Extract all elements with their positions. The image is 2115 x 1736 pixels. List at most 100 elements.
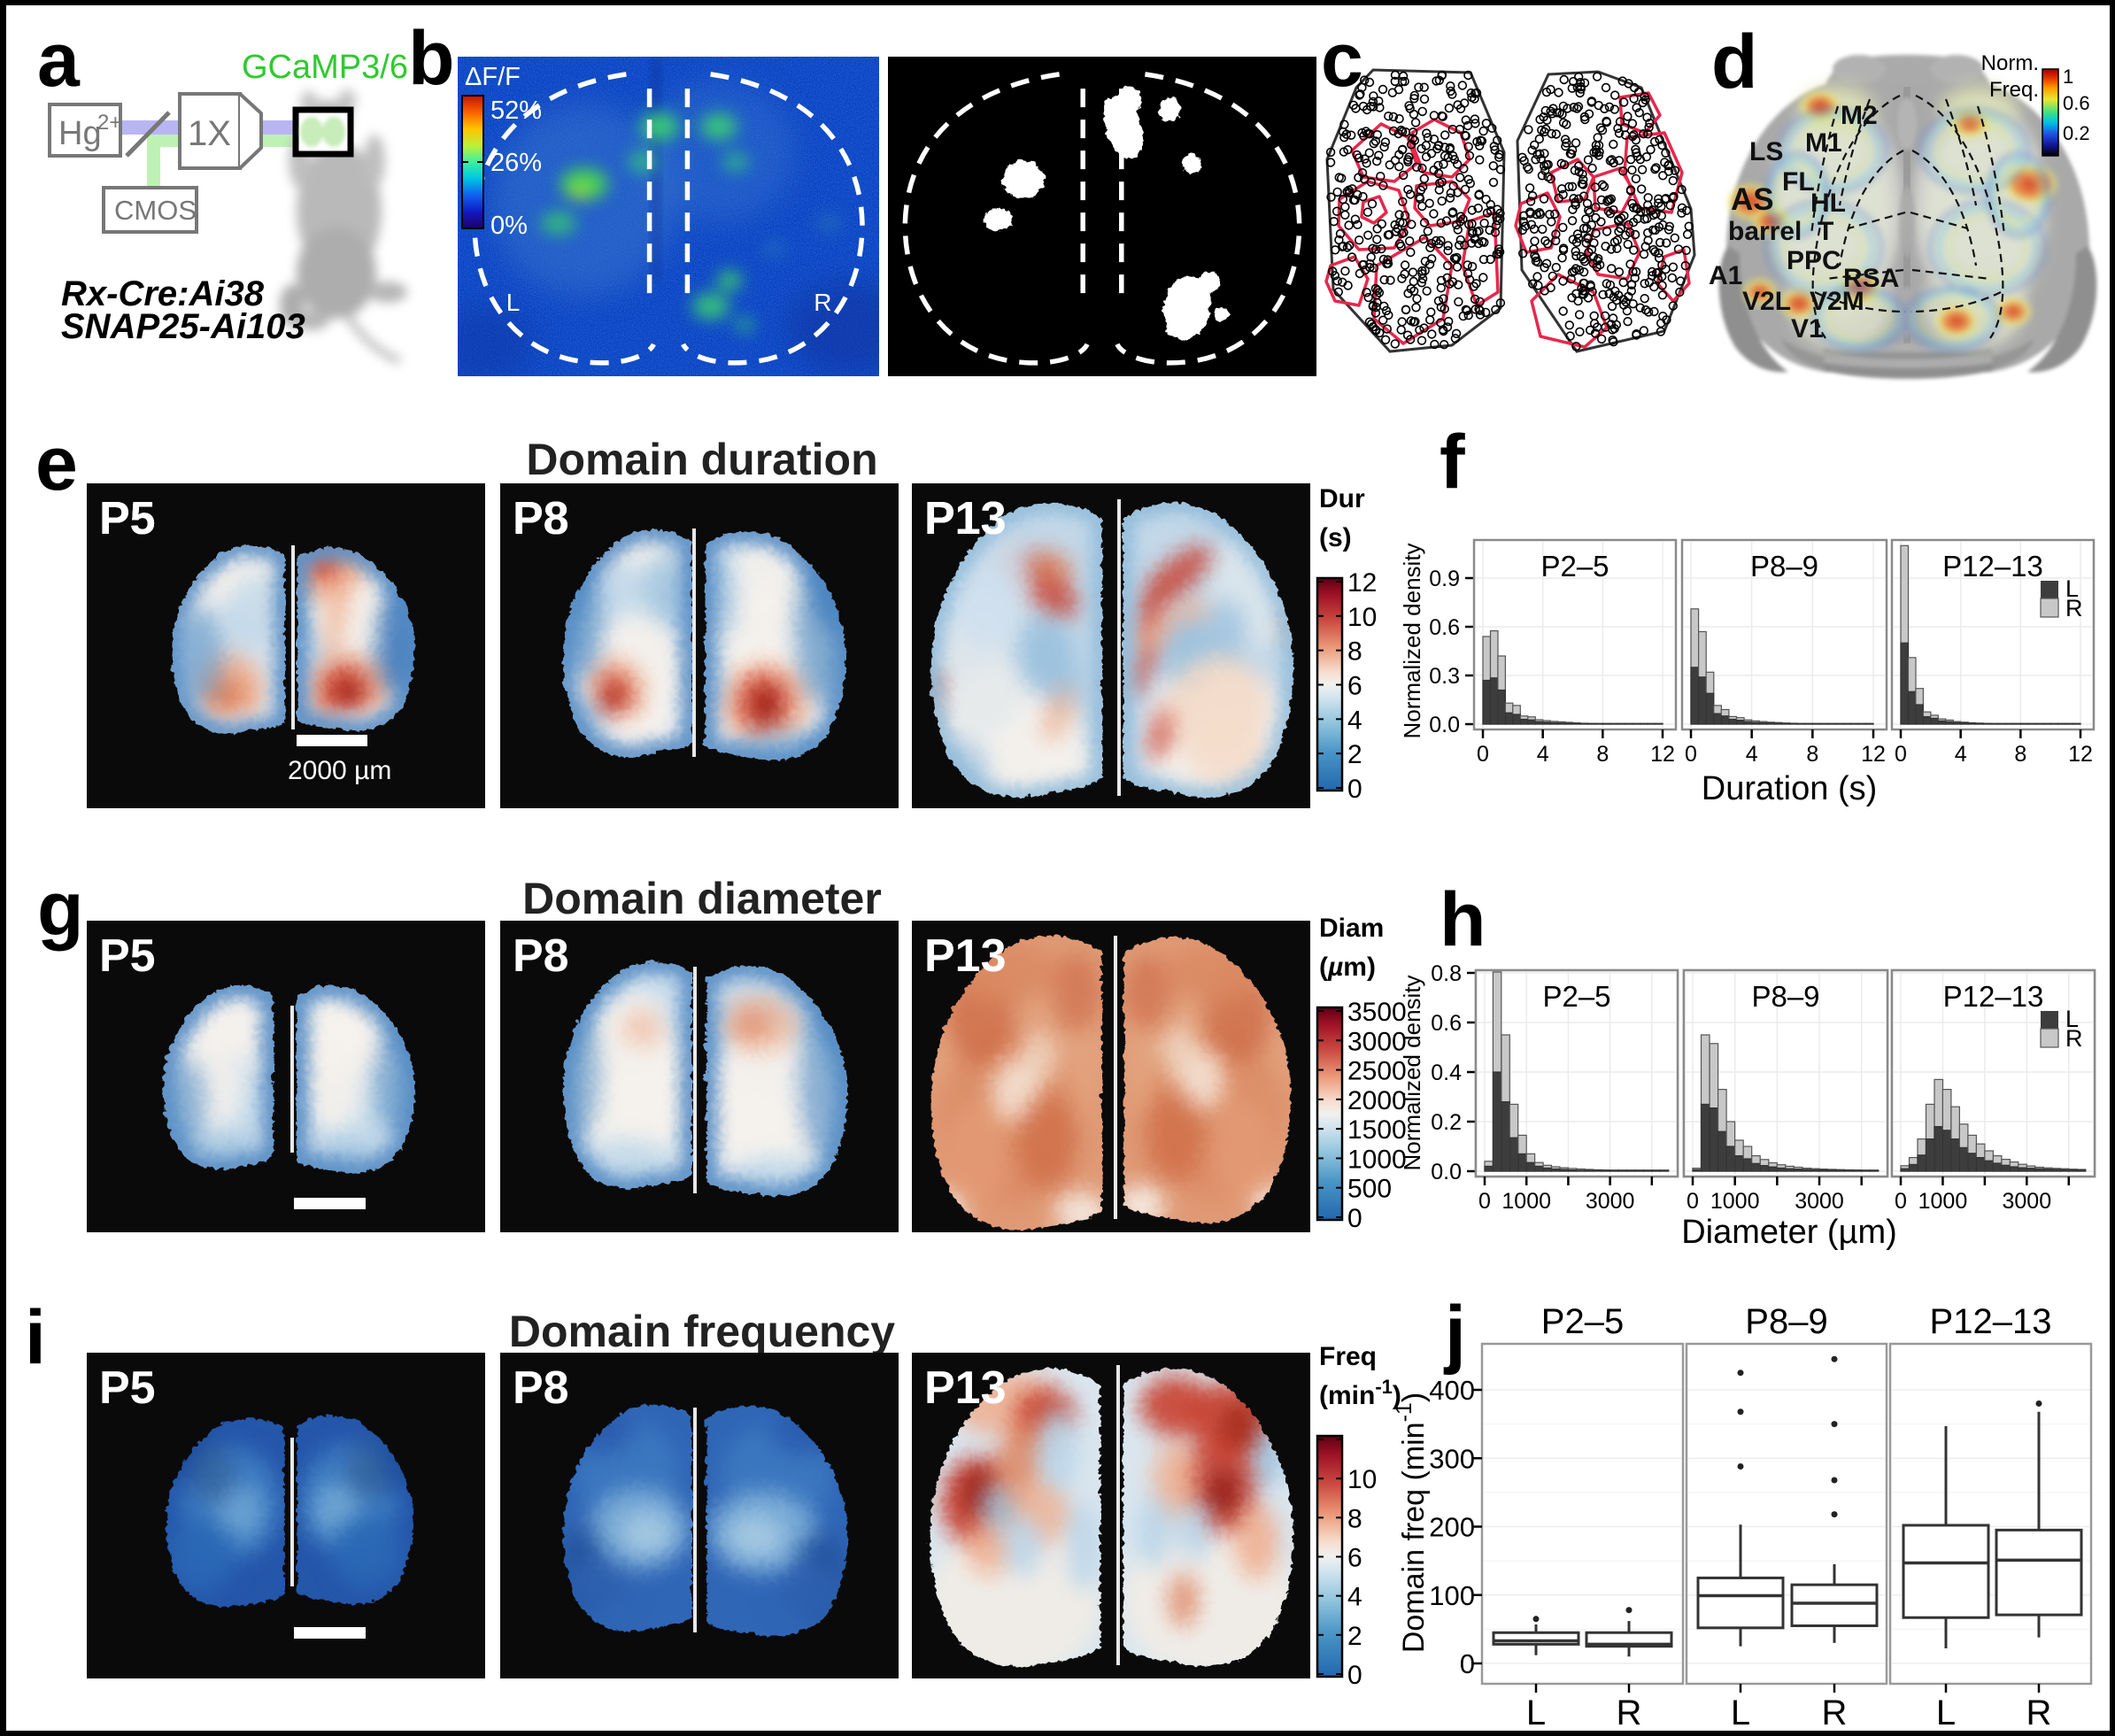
svg-text:R: R [2065,595,2083,621]
svg-text:6: 6 [1347,1544,1362,1573]
svg-text:0: 0 [1347,1661,1362,1690]
svg-text:Freq.: Freq. [1989,78,2039,102]
svg-text:0: 0 [1895,742,1907,767]
svg-text:P12–13: P12–13 [1930,1302,2052,1341]
svg-text:0: 0 [1460,1648,1475,1679]
svg-text:P5: P5 [99,493,156,544]
svg-text:P8: P8 [513,1362,569,1414]
svg-text:AS: AS [1731,182,1774,217]
svg-text:0: 0 [1478,1189,1491,1214]
svg-text:0.9: 0.9 [1429,567,1460,591]
svg-text:ΔF/F: ΔF/F [465,63,521,91]
svg-text:barrel: barrel [1728,217,1802,246]
svg-text:100: 100 [1429,1580,1475,1611]
svg-text:L: L [1526,1694,1546,1732]
svg-text:FL: FL [1782,167,1815,197]
svg-text:10: 10 [1347,1465,1377,1494]
svg-text:L: L [1936,1694,1956,1732]
svg-text:T: T [1818,217,1833,246]
svg-text:Domain frequency: Domain frequency [509,1307,895,1356]
svg-text:0.6: 0.6 [1429,615,1460,640]
svg-text:1X: 1X [188,114,231,153]
svg-text:Domain diameter: Domain diameter [522,874,882,923]
svg-text:M1: M1 [1805,128,1842,158]
svg-text:P8–9: P8–9 [1745,1302,1827,1341]
svg-text:P5: P5 [99,1362,156,1414]
svg-text:6: 6 [1347,672,1362,701]
svg-text:d: d [1711,19,1758,104]
svg-text:Rx-Cre:Ai38: Rx-Cre:Ai38 [61,274,265,313]
svg-text:L: L [506,289,521,316]
svg-text:1000: 1000 [1347,1145,1407,1174]
svg-text:2000: 2000 [1347,1086,1407,1115]
svg-text:V2M: V2M [1810,287,1864,316]
svg-text:0.2: 0.2 [2063,122,2090,144]
svg-text:Duration (s): Duration (s) [1702,770,1878,807]
svg-text:P2–5: P2–5 [1542,980,1610,1013]
svg-text:500: 500 [1347,1175,1392,1204]
svg-text:1: 1 [2063,66,2073,88]
svg-text:300: 300 [1429,1443,1475,1474]
svg-text:PPC: PPC [1787,246,1841,275]
svg-text:Normalized density: Normalized density [1399,543,1425,738]
svg-text:P13: P13 [924,493,1007,544]
svg-text:12: 12 [1650,742,1675,767]
svg-text:Freq: Freq [1319,1342,1377,1371]
svg-text:3000: 3000 [2003,1189,2052,1214]
svg-text:P13: P13 [924,493,1007,544]
svg-text:0.0: 0.0 [1429,713,1460,737]
svg-text:0: 0 [1685,742,1697,767]
svg-text:P2–5: P2–5 [1541,1302,1624,1341]
svg-text:0.0: 0.0 [1431,1160,1462,1184]
svg-text:R: R [814,289,831,316]
svg-text:26%: 26% [490,149,542,177]
svg-text:2: 2 [1347,740,1362,769]
svg-text:1000: 1000 [1501,1189,1551,1214]
svg-text:P2–5: P2–5 [1540,550,1609,583]
svg-text:0: 0 [1477,742,1489,767]
svg-text:(µm): (µm) [1319,953,1376,982]
svg-text:0: 0 [1895,1189,1907,1214]
svg-text:0.3: 0.3 [1429,664,1460,689]
svg-text:(s): (s) [1319,523,1352,552]
svg-text:8: 8 [1596,742,1609,767]
svg-text:2: 2 [1347,1622,1362,1651]
svg-text:0.8: 0.8 [1431,961,1462,986]
svg-text:12: 12 [2068,742,2093,767]
svg-text:(min-1): (min-1) [1319,1376,1401,1411]
svg-text:8: 8 [1347,637,1362,667]
svg-text:P5: P5 [99,493,156,544]
svg-text:P13: P13 [924,930,1007,982]
svg-text:200: 200 [1429,1512,1475,1543]
svg-text:0.6: 0.6 [2063,92,2090,114]
svg-text:0: 0 [1687,1189,1699,1214]
svg-text:0%: 0% [490,212,528,240]
svg-text:P12–13: P12–13 [1943,980,2044,1013]
svg-text:1000: 1000 [1918,1189,1968,1214]
svg-text:3500: 3500 [1347,998,1407,1027]
svg-text:4: 4 [1347,706,1362,735]
svg-text:Hg: Hg [58,115,102,152]
svg-text:12: 12 [1347,568,1377,598]
svg-text:400: 400 [1429,1375,1475,1406]
svg-text:GCaMP3/6: GCaMP3/6 [242,49,408,86]
svg-text:A1: A1 [1709,261,1742,290]
svg-text:L: L [2065,1006,2079,1032]
svg-text:8: 8 [2014,742,2026,767]
svg-text:P8: P8 [513,493,569,544]
svg-text:3000: 3000 [1347,1027,1407,1056]
svg-text:Norm.: Norm. [1981,51,2039,75]
svg-text:V2L: V2L [1742,287,1791,316]
svg-text:4: 4 [1746,742,1758,767]
svg-text:0: 0 [1347,1204,1362,1233]
svg-text:P8: P8 [513,930,569,982]
svg-text:b: b [408,16,455,101]
svg-text:c: c [1321,18,1363,103]
svg-text:f: f [1440,420,1465,505]
svg-text:CMOS: CMOS [114,195,197,226]
svg-text:8: 8 [1806,742,1818,767]
svg-text:10: 10 [1347,603,1377,632]
svg-text:SNAP25-Ai103: SNAP25-Ai103 [61,307,305,346]
svg-text:Diam: Diam [1319,914,1384,943]
svg-text:P13: P13 [924,1362,1007,1414]
